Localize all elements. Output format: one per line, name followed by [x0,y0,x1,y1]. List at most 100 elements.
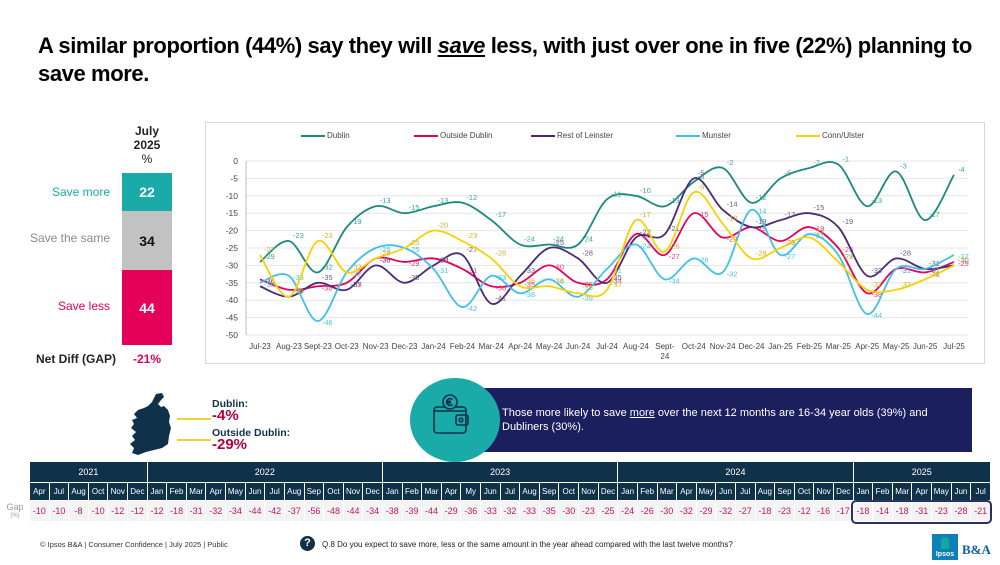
gap-value-cell: -30 [657,501,677,521]
x-tick-label: Jun-24 [566,342,591,351]
data-label: -21 [813,231,824,240]
data-label: -4 [958,165,965,174]
gap-month-header: Apr [206,483,226,500]
data-label: -38 [582,283,593,292]
data-label: -10 [640,186,651,195]
gap-month-header: Mar [186,483,206,500]
data-label: -31 [438,266,449,275]
data-label: -25 [380,245,391,254]
data-label: -30 [438,255,449,264]
gap-month-header: Jan [618,483,637,500]
dublin-label: Dublin: [212,398,249,410]
gap-month-header: Feb [873,483,892,500]
gap-2025-highlight [851,500,992,524]
y-tick-label: -25 [226,243,239,253]
gap-value-cell: -32 [500,501,520,521]
data-label: -14 [727,200,738,209]
survey-question: Q.8 Do you expect to save more, less or … [322,540,733,549]
gap-month-header: Nov [814,483,833,500]
data-label: -34 [264,276,275,285]
gap-value-cell: -23 [775,501,794,521]
data-label: -37 [900,280,911,289]
data-label: -28 [900,248,911,257]
x-tick-label: Feb-24 [450,342,476,351]
gap-value-cell: -21 [971,501,990,521]
title-text-1: A similar proportion (44%) say they will [38,33,438,58]
save-less-label: Save less [57,299,110,313]
gap-month-header: Jan [853,483,873,500]
x-tick-label: Mar-25 [826,342,852,351]
gap-value-cell: -18 [167,501,186,521]
data-label: -33 [495,273,506,282]
data-label: -29 [842,252,853,261]
data-label: -32 [351,262,362,271]
data-label: -32 [322,262,333,271]
data-label: -22 [813,228,824,237]
data-label: -25 [785,238,796,247]
legend-swatch [301,134,325,137]
gap-value-cell: -16 [814,501,833,521]
gap-month-header: Apr [30,483,49,500]
wallet-euro-icon [433,394,469,434]
gap-month-header: Jul [735,483,755,500]
title-emphasis: save [437,33,486,58]
save-less-segment: 44 [122,270,172,345]
data-label: -19 [813,224,824,233]
data-label: -33 [293,273,304,282]
y-tick-label: -50 [226,330,239,340]
data-label: -34 [669,276,680,285]
gap-month-header: Aug [69,483,88,500]
copyright-text: © Ipsos B&A | Consumer Confidence | July… [40,540,228,549]
gap-value-cell: -10 [49,501,69,521]
data-label: -44 [871,311,882,320]
gap-value-cell: -27 [735,501,755,521]
x-tick-label: Dec-23 [392,342,418,351]
data-label: -24 [582,235,593,244]
data-label: -32 [727,269,738,278]
gap-value-cell: -32 [206,501,226,521]
data-label: -28 [495,248,506,257]
gap-month-header: Jul [265,483,284,500]
gap-month-header: Sep [304,483,324,500]
gap-month-header: Jul [500,483,520,500]
gap-value-cell: -38 [382,501,402,521]
x-tick-label: Jul-23 [249,342,271,351]
dublin-value: -4% [212,407,239,424]
save-same-label: Save the same [29,231,110,245]
data-label: -37 [871,280,882,289]
gap-value-cell: -10 [88,501,108,521]
data-label: -13 [871,196,882,205]
y-tick-label: -10 [226,191,239,201]
gap-value-cell: -12 [128,501,147,521]
data-label: -3 [900,161,907,170]
data-label: -25 [553,238,564,247]
gap-value-cell: -18 [853,501,873,521]
data-label: -19 [756,224,767,233]
data-label: -28 [582,248,593,257]
gap-month-header: Jun [951,483,971,500]
gap-value-cell: -24 [618,501,637,521]
x-tick-label: Jan-25 [768,342,793,351]
data-label: -31 [900,266,911,275]
gap-value-cell: -44 [245,501,265,521]
data-label: -22 [640,228,651,237]
data-label: -35 [611,273,622,282]
y-tick-label: -40 [226,295,239,305]
data-label: -12 [756,193,767,202]
data-label: -34 [611,276,622,285]
y-tick-label: -15 [226,208,239,218]
callout-icon-circle [410,378,500,462]
data-label: -32 [351,269,362,278]
x-tick-label: Jun-25 [913,342,938,351]
data-label: -37 [351,280,362,289]
gap-month-header: Aug [520,483,539,500]
gap-month-header: Apr [677,483,696,500]
save-more-segment: 22 [122,173,172,211]
gap-month-header: Jan [382,483,402,500]
gap-value-cell: -12 [147,501,167,521]
y-tick-label: -20 [226,226,239,236]
gap-value-cell: -14 [873,501,892,521]
save-same-segment: 34 [122,211,172,270]
legend-item: Dublin [301,131,350,140]
gap-value-cell: -31 [912,501,932,521]
